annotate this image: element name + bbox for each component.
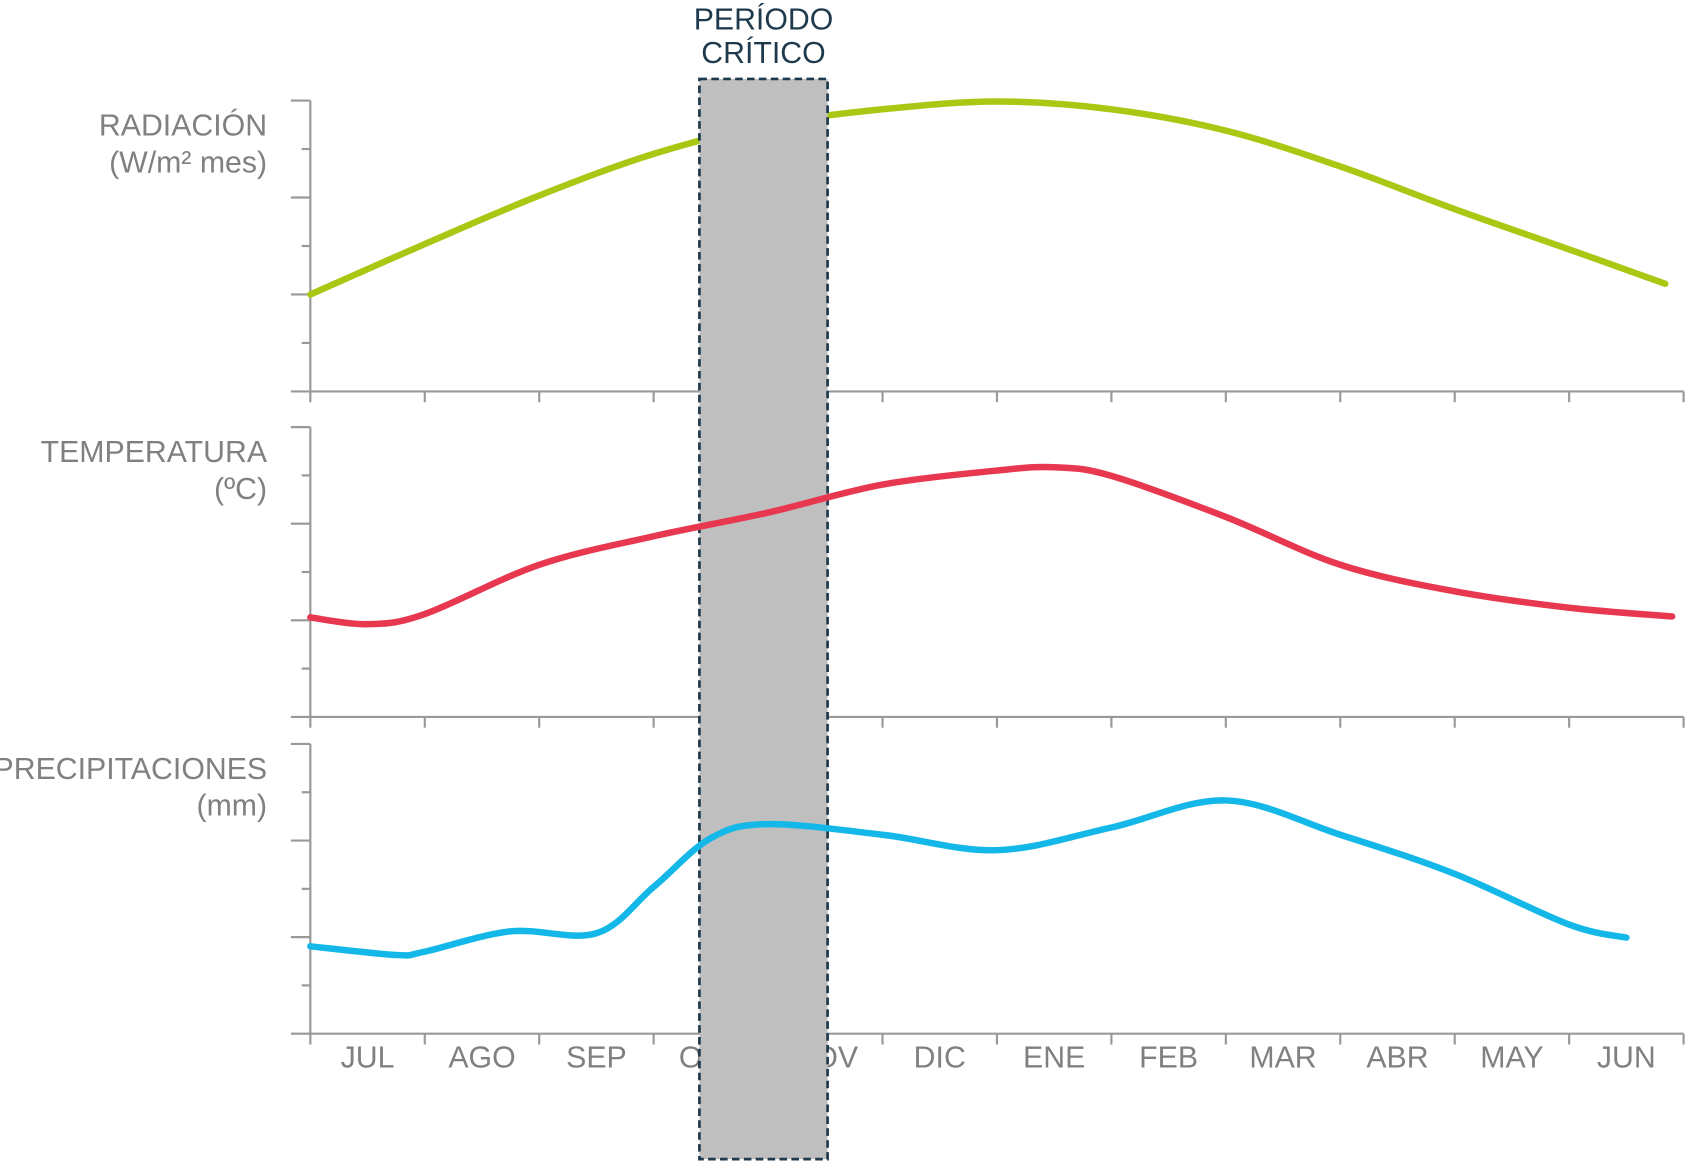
layer-above xyxy=(307,463,1676,959)
y-axis-label: (mm) xyxy=(196,790,267,823)
layer-below: RADIACIÓN(W/m² mes) TEMPERATURA (ºC) PRECIP… xyxy=(0,98,1685,1075)
critical-period xyxy=(698,77,829,1161)
x-tick-label: SEP xyxy=(566,1042,627,1075)
y-axis-label: (W/m² mes) xyxy=(109,146,267,179)
x-tick-label: JUN xyxy=(1597,1042,1656,1075)
plot-area: RADIACIÓN(W/m² mes) TEMPERATURA (ºC) PRECIP… xyxy=(0,4,1685,1161)
highlight-label: PERÍODO xyxy=(694,4,834,37)
y-axis-label: (ºC) xyxy=(214,473,267,506)
x-tick-label: ABR xyxy=(1366,1042,1428,1075)
x-tick-label: DIC xyxy=(914,1042,966,1075)
x-tick-label: JUL xyxy=(341,1042,395,1075)
x-tick-label: FEB xyxy=(1139,1042,1198,1075)
line-series xyxy=(307,98,1669,298)
y-axis-label: RADIACIÓN xyxy=(99,110,267,143)
y-axis-label: PRECIPITACIONES xyxy=(0,753,267,786)
line-series xyxy=(307,797,1630,959)
y-axis-label: TEMPERATURA xyxy=(41,436,268,469)
x-tick-label: MAR xyxy=(1249,1042,1316,1075)
x-tick-label: ENE xyxy=(1023,1042,1085,1075)
x-tick-label: MAY xyxy=(1480,1042,1543,1075)
line-series xyxy=(307,463,1676,628)
x-tick-label: AGO xyxy=(448,1042,515,1075)
highlight-label: CRÍTICO xyxy=(701,37,825,70)
